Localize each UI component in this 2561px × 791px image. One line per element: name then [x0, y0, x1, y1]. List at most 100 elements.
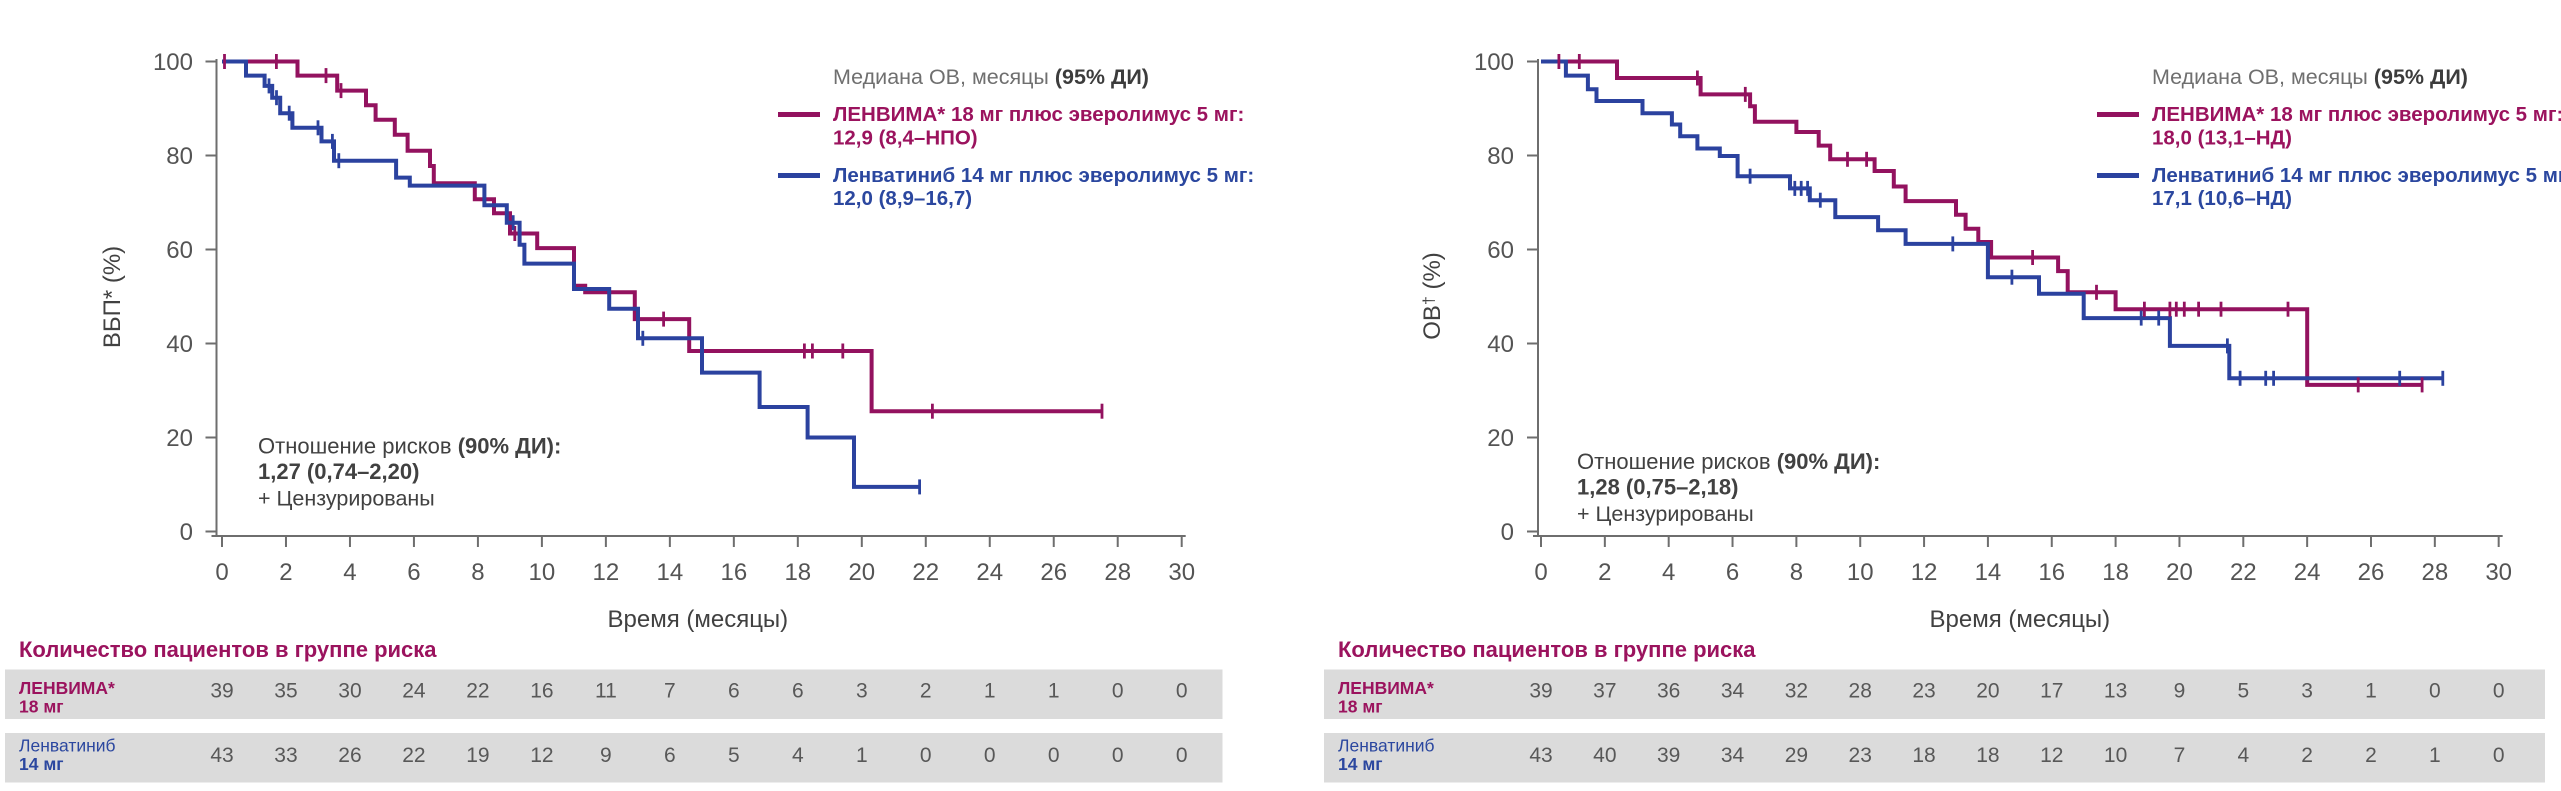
svg-text:0: 0: [920, 744, 932, 767]
svg-text:14: 14: [1975, 559, 2002, 586]
svg-text:40: 40: [166, 331, 193, 358]
svg-text:28: 28: [1849, 680, 1872, 703]
svg-text:26: 26: [338, 744, 361, 767]
svg-text:Количество пациентов в группе: Количество пациентов в группе риска: [19, 637, 437, 662]
svg-text:19: 19: [466, 744, 489, 767]
svg-text:28: 28: [1104, 559, 1131, 586]
svg-text:Отношение рисков (90% ДИ):: Отношение рисков (90% ДИ):: [1577, 449, 1880, 474]
svg-text:10: 10: [1847, 559, 1874, 586]
svg-text:3: 3: [2301, 680, 2313, 703]
svg-text:20: 20: [2166, 559, 2193, 586]
svg-text:29: 29: [1785, 744, 1808, 767]
svg-text:1: 1: [856, 744, 868, 767]
svg-text:18: 18: [784, 559, 811, 586]
svg-text:1,27 (0,74–2,20): 1,27 (0,74–2,20): [258, 459, 419, 484]
svg-text:+ Цензурированы: + Цензурированы: [258, 487, 435, 511]
svg-text:Отношение рисков (90% ДИ):: Отношение рисков (90% ДИ):: [258, 434, 561, 459]
svg-text:2: 2: [279, 559, 292, 586]
svg-text:26: 26: [2358, 559, 2385, 586]
svg-text:16: 16: [2038, 559, 2065, 586]
svg-text:28: 28: [2421, 559, 2448, 586]
svg-text:26: 26: [1040, 559, 1067, 586]
svg-text:22: 22: [2230, 559, 2257, 586]
svg-text:2: 2: [2301, 744, 2313, 767]
svg-text:5: 5: [728, 744, 740, 767]
svg-text:10: 10: [2104, 744, 2127, 767]
svg-text:22: 22: [402, 744, 425, 767]
svg-text:Время (месяцы): Время (месяцы): [1929, 606, 2110, 633]
svg-text:4: 4: [343, 559, 356, 586]
svg-text:80: 80: [166, 143, 193, 170]
svg-text:6: 6: [1726, 559, 1739, 586]
svg-text:30: 30: [338, 680, 361, 703]
svg-text:1: 1: [2365, 680, 2377, 703]
svg-text:ОВ† (%): ОВ† (%): [1419, 252, 1446, 340]
svg-text:6: 6: [664, 744, 676, 767]
svg-text:7: 7: [664, 680, 676, 703]
svg-text:16: 16: [530, 680, 553, 703]
svg-text:35: 35: [274, 680, 297, 703]
svg-text:30: 30: [2485, 559, 2512, 586]
svg-text:Медиана ОВ, месяцы (95% ДИ): Медиана ОВ, месяцы (95% ДИ): [833, 65, 1149, 89]
svg-text:23: 23: [1849, 744, 1872, 767]
svg-text:ВБП* (%): ВБП* (%): [99, 246, 126, 348]
svg-text:39: 39: [1529, 680, 1552, 703]
svg-text:10: 10: [529, 559, 556, 586]
svg-text:2: 2: [920, 680, 932, 703]
svg-text:13: 13: [2104, 680, 2127, 703]
svg-text:0: 0: [1501, 519, 1514, 546]
svg-text:16: 16: [720, 559, 747, 586]
svg-text:100: 100: [153, 49, 193, 76]
svg-text:Время (месяцы): Время (месяцы): [607, 606, 788, 633]
svg-text:39: 39: [1657, 744, 1680, 767]
svg-text:ЛЕНВИМА* 18 мг плюс эверолимус: ЛЕНВИМА* 18 мг плюс эверолимус 5 мг:: [833, 103, 1244, 126]
svg-text:Ленватиниб: Ленватиниб: [1338, 736, 1435, 756]
svg-text:20: 20: [848, 559, 875, 586]
svg-text:5: 5: [2237, 680, 2249, 703]
svg-text:18: 18: [1976, 744, 1999, 767]
svg-text:4: 4: [2237, 744, 2249, 767]
svg-text:0: 0: [2493, 680, 2505, 703]
svg-text:0: 0: [215, 559, 228, 586]
svg-text:18 мг: 18 мг: [1338, 697, 1383, 717]
svg-text:12: 12: [530, 744, 553, 767]
svg-text:20: 20: [1976, 680, 1999, 703]
svg-text:20: 20: [1487, 425, 1514, 452]
svg-text:0: 0: [1048, 744, 1060, 767]
svg-text:0: 0: [2429, 680, 2441, 703]
svg-text:22: 22: [466, 680, 489, 703]
svg-text:2: 2: [1598, 559, 1611, 586]
svg-text:23: 23: [1912, 680, 1935, 703]
svg-text:14 мг: 14 мг: [1338, 754, 1383, 774]
svg-text:0: 0: [2493, 744, 2505, 767]
svg-text:60: 60: [1487, 237, 1514, 264]
svg-text:17: 17: [2040, 680, 2063, 703]
svg-text:0: 0: [1112, 744, 1124, 767]
svg-text:80: 80: [1487, 143, 1514, 170]
svg-text:36: 36: [1657, 680, 1680, 703]
svg-text:1: 1: [2429, 744, 2441, 767]
svg-text:Ленватиниб 14 мг плюс эверолим: Ленватиниб 14 мг плюс эверолимус 5 мг:: [2152, 164, 2561, 187]
svg-text:0: 0: [984, 744, 996, 767]
svg-text:24: 24: [402, 680, 426, 703]
svg-text:37: 37: [1593, 680, 1616, 703]
svg-text:17,1 (10,6–НД): 17,1 (10,6–НД): [2152, 187, 2292, 210]
svg-text:39: 39: [210, 680, 233, 703]
svg-text:18,0 (13,1–НД): 18,0 (13,1–НД): [2152, 127, 2292, 150]
svg-text:11: 11: [595, 680, 617, 703]
svg-text:32: 32: [1785, 680, 1808, 703]
svg-text:40: 40: [1487, 331, 1514, 358]
svg-text:43: 43: [1529, 744, 1552, 767]
svg-text:+ Цензурированы: + Цензурированы: [1577, 502, 1754, 526]
svg-text:43: 43: [210, 744, 233, 767]
svg-text:0: 0: [1534, 559, 1547, 586]
svg-text:12: 12: [1911, 559, 1938, 586]
svg-text:12: 12: [2040, 744, 2063, 767]
svg-text:22: 22: [912, 559, 939, 586]
svg-text:33: 33: [274, 744, 297, 767]
svg-text:Медиана ОВ, месяцы (95% ДИ): Медиана ОВ, месяцы (95% ДИ): [2152, 65, 2468, 89]
svg-text:0: 0: [180, 519, 193, 546]
svg-text:8: 8: [1790, 559, 1803, 586]
svg-text:6: 6: [407, 559, 420, 586]
svg-text:14: 14: [657, 559, 684, 586]
